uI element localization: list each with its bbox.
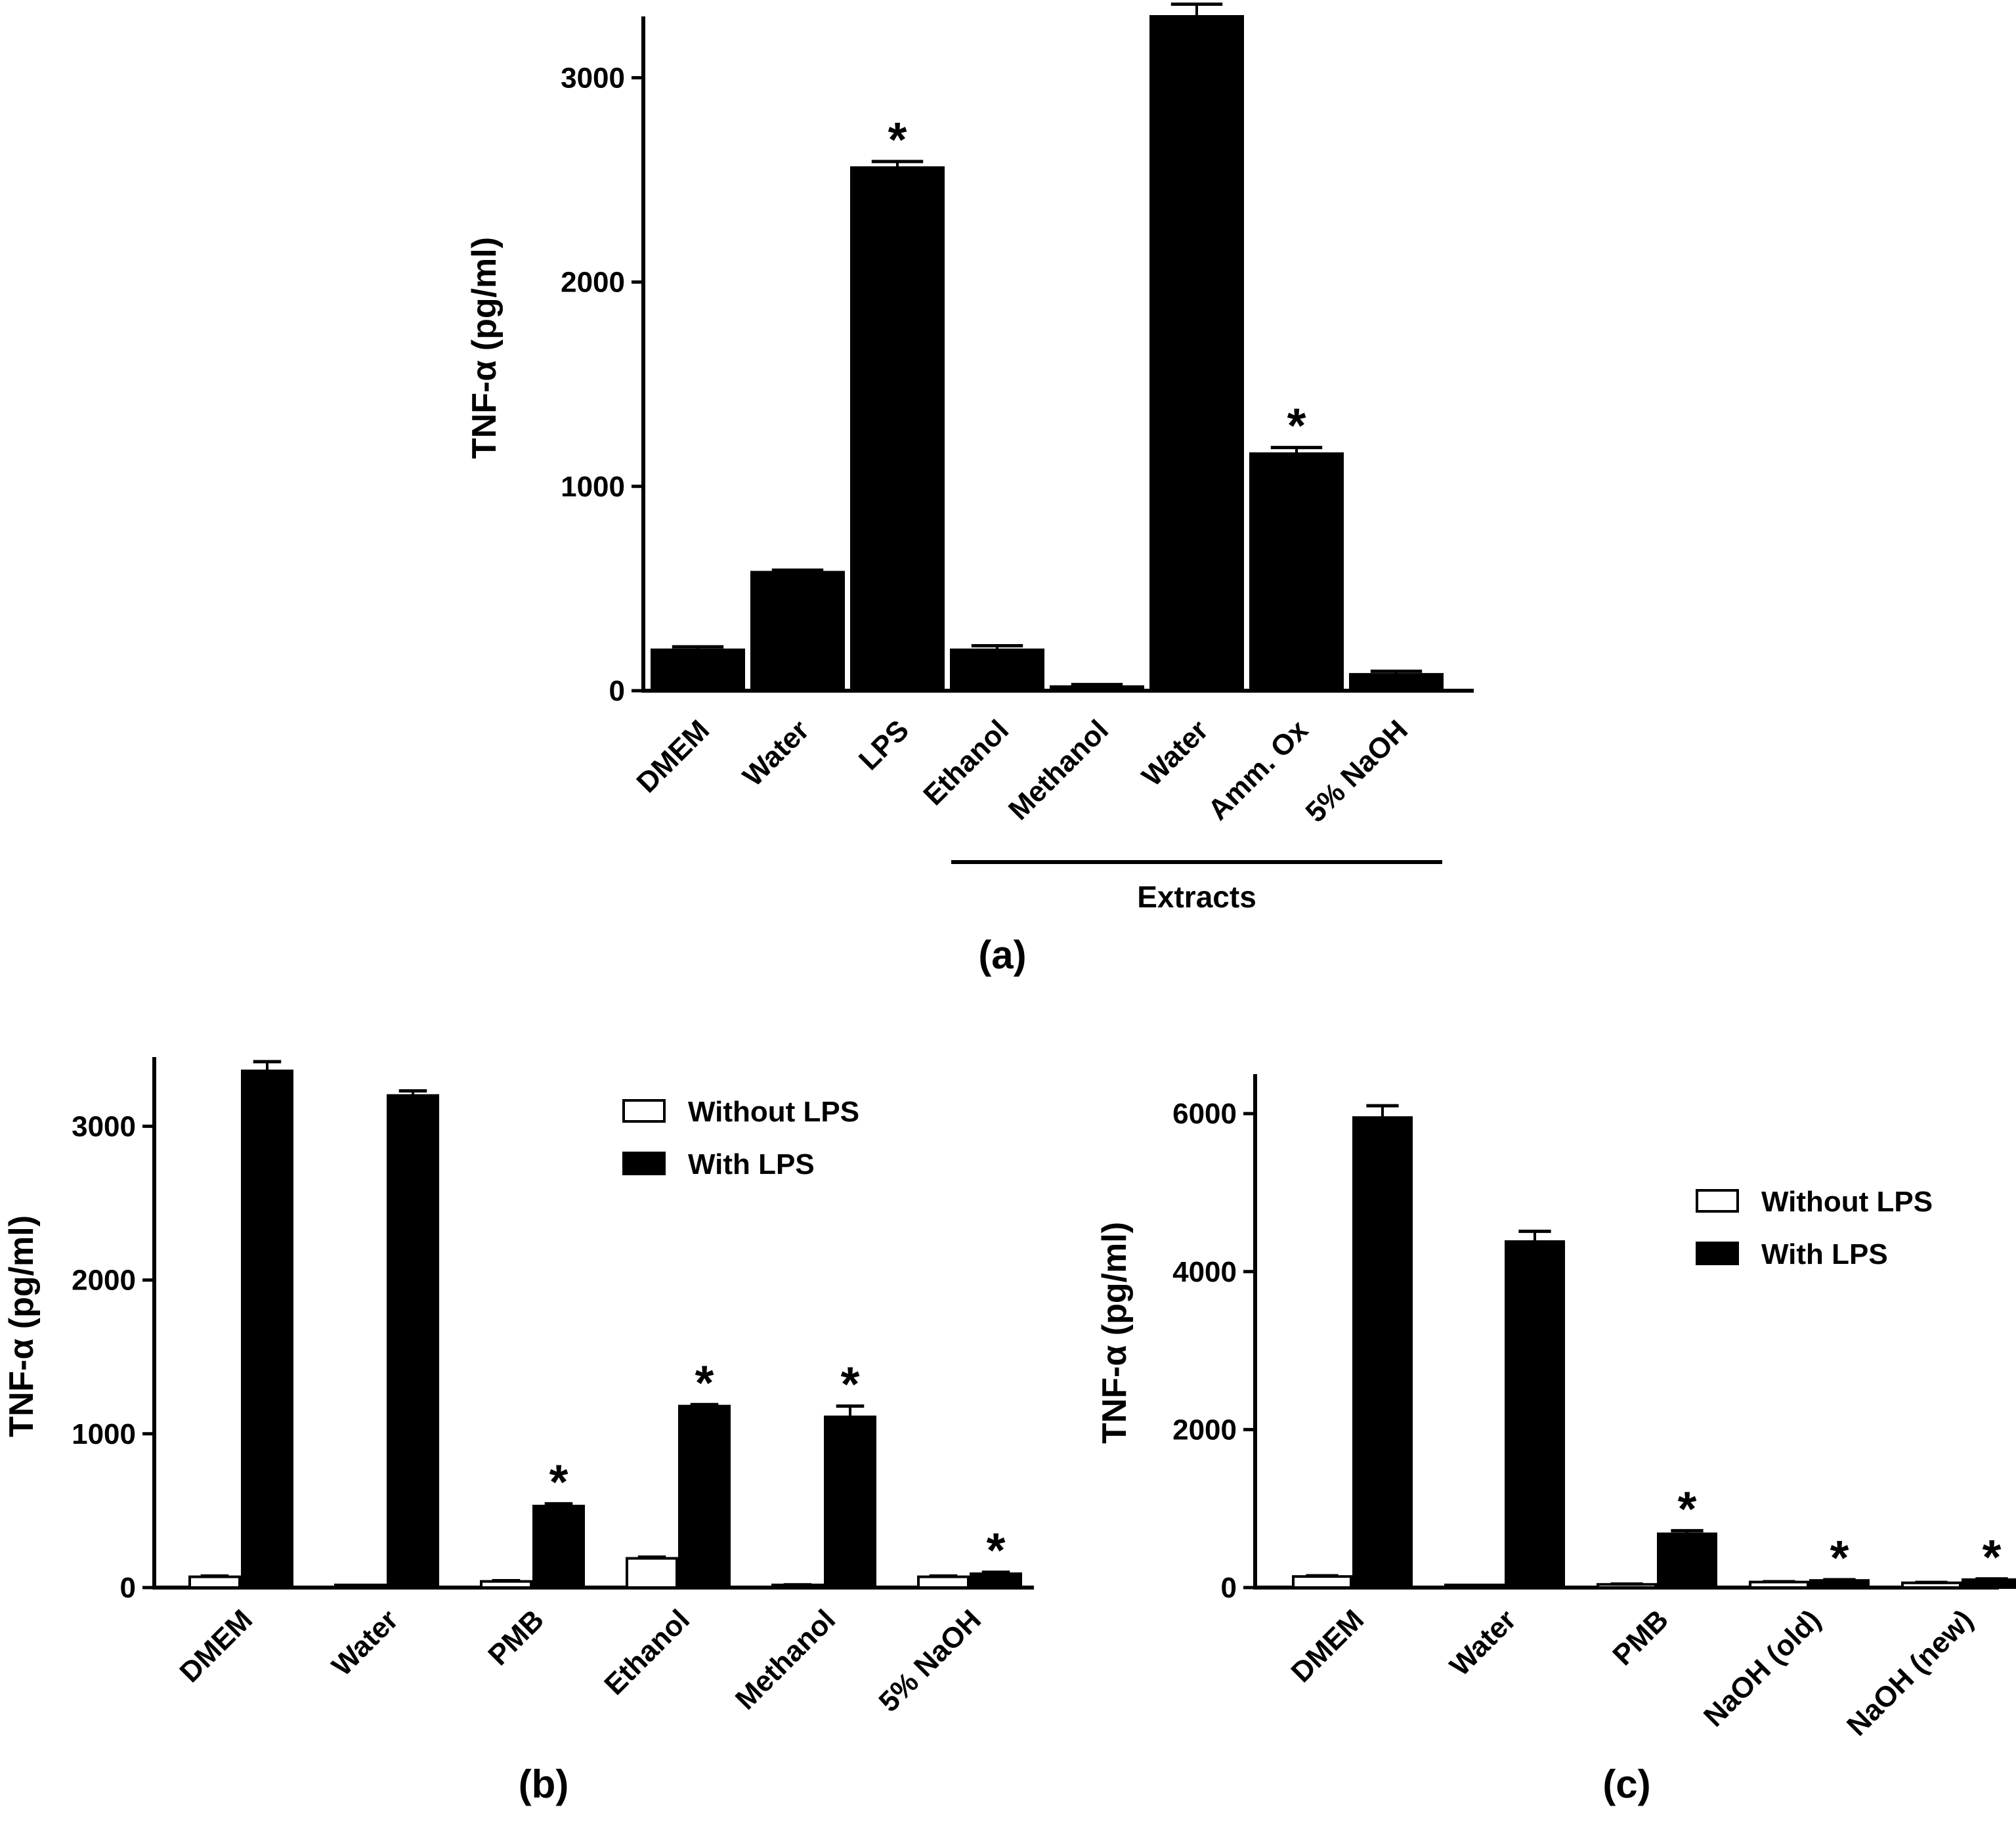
panel-a-y-tick-label: 0	[609, 675, 625, 707]
panel-b-legend-label-with-lps: With LPS	[688, 1148, 815, 1180]
panel-c-legend-swatch-with-lps	[1696, 1242, 1739, 1265]
panel-b-y-tick-label: 1000	[72, 1418, 136, 1450]
panel-c-category-label: NaOH (old)	[1698, 1603, 1827, 1733]
panel-c-category-label: Water	[1444, 1603, 1522, 1682]
panel-c-bar-with-lps	[1505, 1240, 1565, 1590]
panel-b-y-tick-label: 0	[120, 1572, 136, 1604]
panel-b-bar-with-lps	[241, 1070, 293, 1589]
panel-b-legend-swatch-with-lps	[622, 1152, 666, 1175]
panel-a-category-label: Amm. Ox	[1202, 714, 1315, 827]
panel-a-y-tick-label: 1000	[561, 471, 625, 503]
panel-a-category-label: Water	[1136, 714, 1214, 792]
panel-c-significance-star: *	[1983, 1530, 2002, 1584]
panel-a-bar	[1149, 15, 1244, 692]
panel-b-category-label: Water	[326, 1603, 404, 1682]
panel-b-letter: (b)	[519, 1762, 569, 1806]
panel-b-category-label: 5% NaOH	[872, 1603, 987, 1718]
panel-a-bar	[1249, 452, 1344, 693]
panel-a-category-label: DMEM	[630, 714, 716, 799]
panel-a-y-tick-label: 2000	[561, 267, 625, 299]
panel-a-y-tick-label: 3000	[561, 62, 625, 94]
panel-c-y-tick-label: 0	[1221, 1572, 1237, 1604]
panel-b-legend-label-without-lps: Without LPS	[688, 1096, 859, 1128]
panel-a-letter: (a)	[978, 933, 1026, 977]
panel-b-significance-star: *	[987, 1523, 1006, 1578]
panel-b-significance-star: *	[549, 1454, 568, 1509]
panel-b-bar-with-lps	[824, 1416, 876, 1589]
panel-c-category-label: DMEM	[1285, 1603, 1370, 1689]
panel-b-y-tick-label: 3000	[72, 1110, 136, 1142]
panel-b-bar-without-lps	[480, 1580, 532, 1589]
panel-a-bar	[850, 166, 945, 692]
panel-b-category-label: PMB	[482, 1603, 550, 1672]
panel-a-bar	[1349, 673, 1444, 692]
panel-c-legend-label-with-lps: With LPS	[1761, 1238, 1888, 1270]
panel-c-letter: (c)	[1602, 1762, 1650, 1806]
panel-c-significance-star: *	[1830, 1530, 1849, 1585]
panel-b-bar-with-lps	[678, 1404, 731, 1590]
panel-a-category-label: Ethanol	[917, 714, 1015, 812]
panel-c-y-axis-title: TNF-α (pg/ml)	[1096, 1222, 1134, 1444]
panel-b-significance-star: *	[841, 1357, 860, 1412]
panel-c-y-tick-label: 2000	[1172, 1414, 1237, 1446]
panel-a-category-label: 5% NaOH	[1299, 714, 1414, 829]
panel-b-bar-without-lps	[626, 1557, 678, 1590]
panel-a-group-label: Extracts	[1137, 880, 1256, 914]
panel-c-y-tick-label: 6000	[1172, 1098, 1237, 1130]
panel-a-significance-star: *	[1188, 0, 1207, 9]
panel-b-bar-with-lps	[387, 1094, 439, 1590]
panel-b-bar-with-lps	[532, 1504, 585, 1590]
panel-a-category-label: Methanol	[1002, 714, 1115, 826]
panel-a-category-label: Water	[737, 714, 815, 792]
panel-b-bar-without-lps	[188, 1575, 241, 1589]
panel-b-y-tick-label: 2000	[72, 1265, 136, 1297]
panel-c-y-tick-label: 4000	[1172, 1256, 1237, 1288]
panel-c-category-label: NaOH (new)	[1841, 1603, 1979, 1742]
panel-c-bar-without-lps	[1292, 1575, 1352, 1590]
panel-b-legend-swatch-without-lps	[622, 1099, 666, 1123]
panel-a-significance-star: *	[888, 112, 907, 167]
panel-a-bar	[1050, 685, 1144, 692]
panel-b-category-label: DMEM	[173, 1603, 259, 1689]
panel-c-legend-label-without-lps: Without LPS	[1761, 1186, 1933, 1218]
panel-b-bar-without-lps	[917, 1575, 970, 1589]
panel-c-bar-with-lps	[1352, 1116, 1413, 1589]
panel-a-category-label: LPS	[853, 714, 915, 776]
panel-a-bar	[750, 571, 845, 692]
panel-b-category-label: Ethanol	[598, 1603, 696, 1701]
panel-a-significance-star: *	[1287, 399, 1306, 453]
panel-c-legend-swatch-without-lps	[1696, 1189, 1739, 1213]
panel-c-significance-star: *	[1678, 1481, 1697, 1536]
panel-b-category-label: Methanol	[729, 1603, 842, 1716]
panel-a-y-axis-title: TNF-α (pg/ml)	[465, 237, 504, 459]
panel-a-bar	[950, 648, 1044, 692]
panel-a-bar	[651, 648, 745, 692]
panel-c-category-label: PMB	[1606, 1603, 1675, 1672]
panel-b-y-axis-title: TNF-α (pg/ml)	[3, 1215, 41, 1437]
panel-b-significance-star: *	[695, 1355, 714, 1410]
panel-c-bar-with-lps	[1657, 1532, 1717, 1589]
